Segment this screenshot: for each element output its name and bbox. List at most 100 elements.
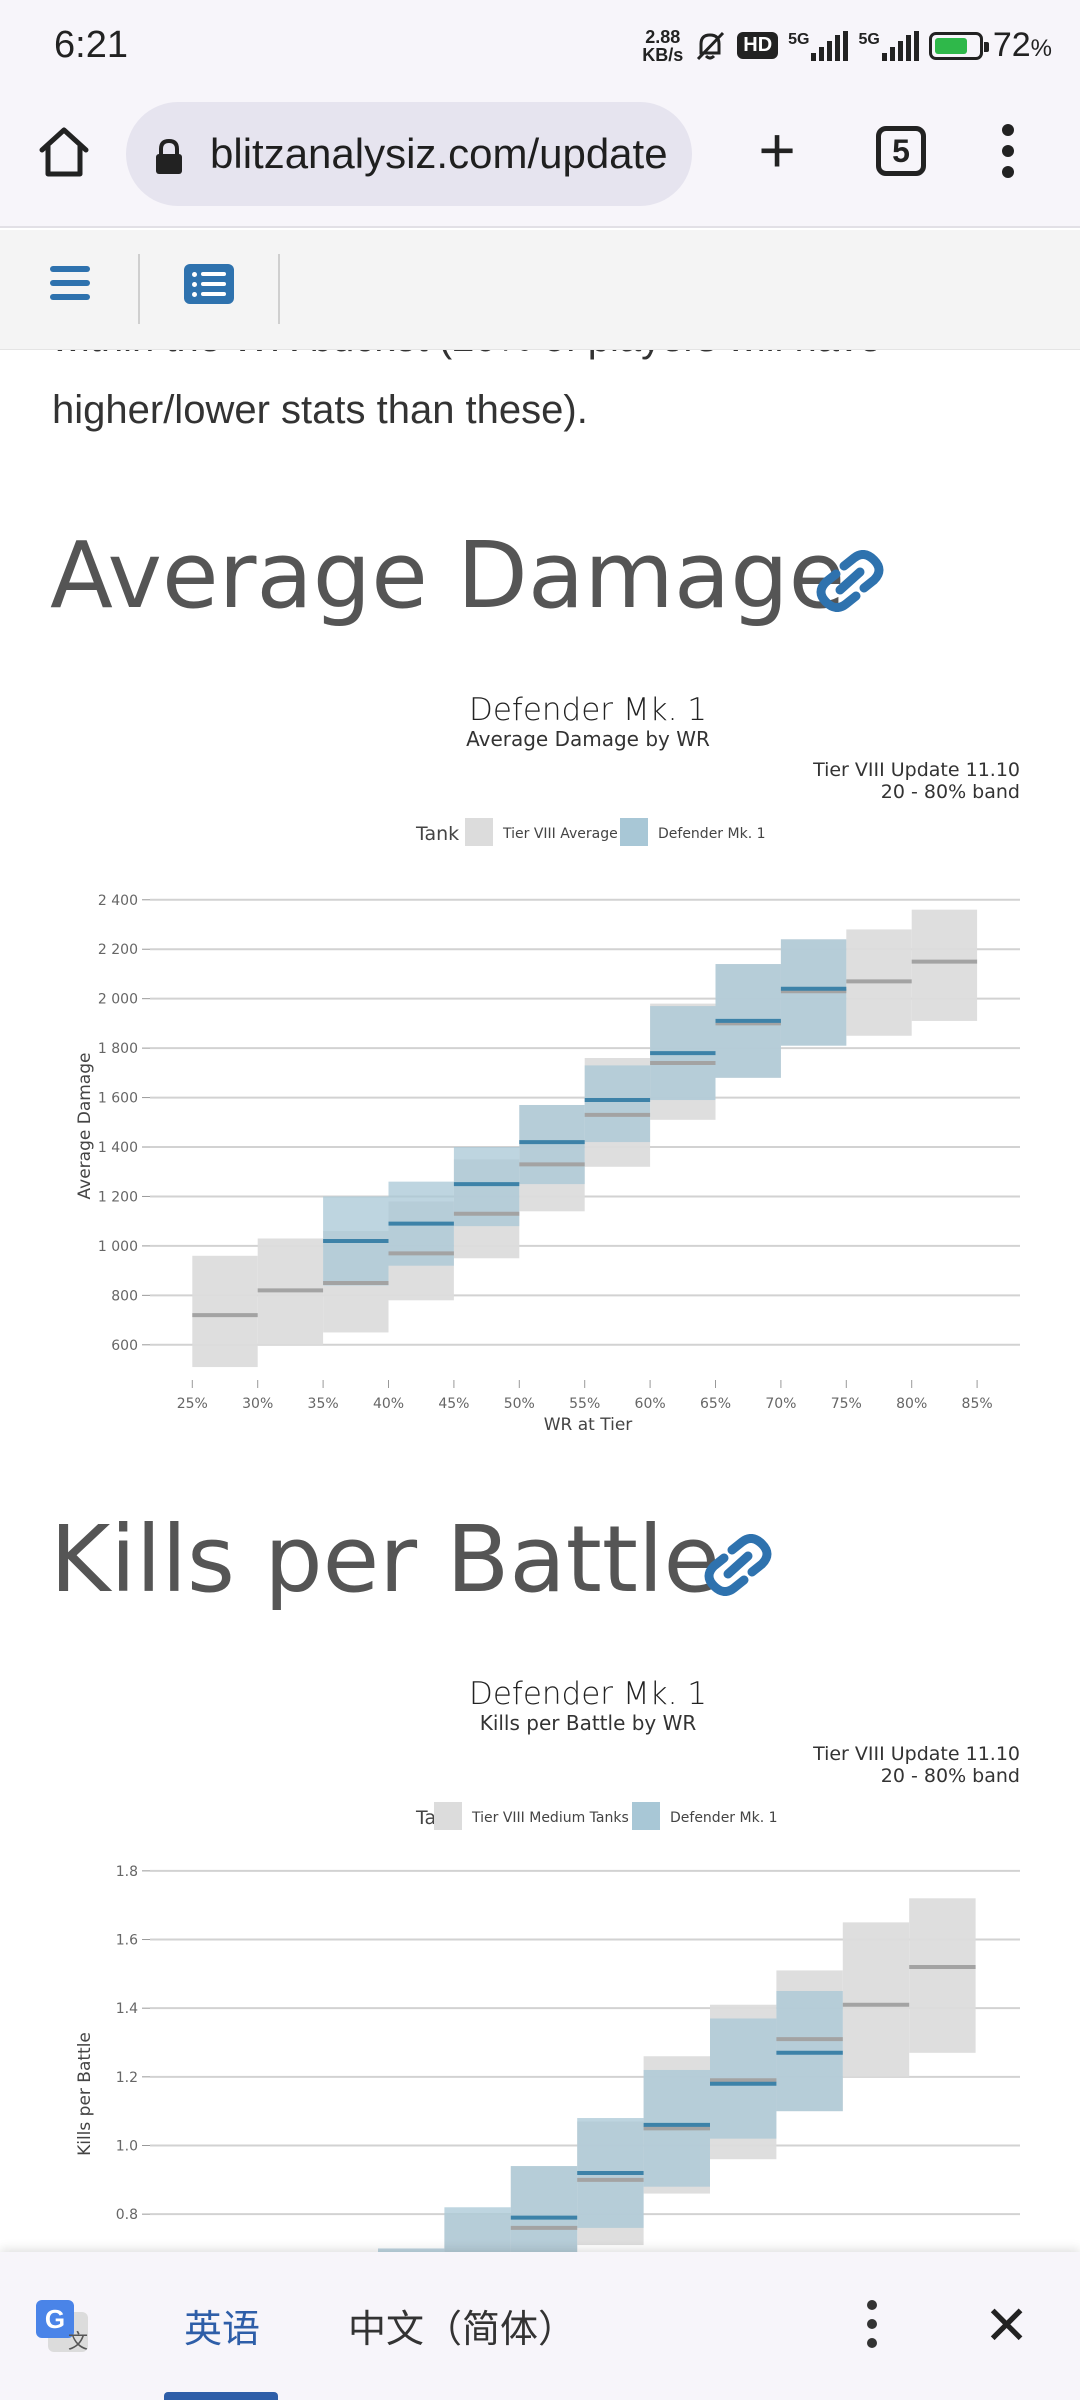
translate-menu-button[interactable] [860,2298,884,2358]
chart-note: 20 - 80% band [881,1765,1020,1787]
tank-band-bar [519,1104,585,1185]
y-tick-label: 0.8 [116,2207,138,2223]
network-speed-value: 2.88 [645,26,681,47]
translate-bar: G 文 英语 中文（简体） ✕ [0,2252,1080,2400]
x-tick-label: 55% [569,1396,600,1412]
signal-sim2-icon: 5G [858,30,919,61]
url-text[interactable]: blitzanalysiz.com/update [210,130,668,177]
x-tick-label: 40% [373,1396,404,1412]
x-tick-label: 35% [308,1396,339,1412]
battery-percent: 72% [992,26,1052,64]
network-speed: 2.88 KB/s [642,28,683,64]
chart-subtitle: Kills per Battle by WR [480,1711,697,1735]
selected-tab-indicator [164,2392,278,2400]
y-tick-label: 1.6 [116,1933,138,1949]
y-tick-label: 1.2 [116,2070,138,2086]
chart-note: Tier VIII Update 11.10 [812,1743,1020,1765]
y-tick-label: 1.8 [116,1864,138,1880]
home-icon[interactable] [34,122,94,182]
legend-label: Tier VIII Medium Tanks [471,1810,629,1826]
y-tick-label: 1 000 [98,1239,138,1255]
new-tab-button[interactable]: + [758,114,796,186]
legend-swatch-tier [465,818,493,846]
x-tick-label: 65% [700,1396,731,1412]
chart-subtitle: Average Damage by WR [466,727,710,751]
browser-toolbar: blitzanalysiz.com/update + 5 [0,92,1080,228]
y-tick-label: 2 200 [98,942,138,958]
close-icon[interactable]: ✕ [984,2296,1030,2356]
x-tick-label: 80% [896,1396,927,1412]
legend-label: Defender Mk. 1 [670,1810,778,1826]
x-tick-label: 85% [962,1396,993,1412]
status-bar: 6:21 2.88 KB/s HD 5G 5G 72% [0,0,1080,92]
chart-average-damage: Defender Mk. 1 Average Damage by WR Tier V… [0,680,1080,1440]
target-language-tab[interactable]: 中文（简体） [348,2309,577,2351]
legend-label: Defender Mk. 1 [658,826,766,842]
browser-menu-button[interactable] [994,120,1022,186]
lock-icon[interactable] [152,138,186,176]
tier-band-bar [909,1898,976,2053]
svg-text:文: 文 [68,2329,88,2353]
x-tick-label: 30% [242,1396,273,1412]
chart-note: 20 - 80% band [881,781,1020,803]
signal-sim1-icon: 5G [788,30,849,61]
x-axis-label: WR at Tier [544,1415,633,1435]
legend-title: Tank [415,823,459,845]
battery-icon [928,31,989,60]
sim2-network-label: 5G [858,30,880,48]
y-axis-label: Kills per Battle [75,2032,95,2156]
legend-label: Tier VIII Average [502,826,618,842]
address-bar[interactable]: blitzanalysiz.com/update [126,102,692,206]
tier-band-bar [842,1922,910,2077]
paragraph-text: higher/lower stats than these). [52,388,588,432]
list-icon[interactable] [184,264,234,304]
x-tick-label: 70% [765,1396,796,1412]
y-axis-label: Average Damage [75,1053,95,1200]
x-tick-label: 50% [504,1396,535,1412]
svg-text:G: G [45,2304,65,2334]
y-tick-label: 1 800 [98,1041,138,1057]
nav-divider [138,254,140,324]
section-title-kills-per-battle: Kills per Battle [50,1506,721,1613]
mute-bell-icon [697,31,725,60]
status-time: 6:21 [54,24,128,66]
tier-band-bar [192,1255,258,1368]
y-tick-label: 800 [111,1288,138,1304]
network-speed-unit: KB/s [642,44,684,65]
y-tick-label: 1 600 [98,1091,138,1107]
hamburger-menu-icon[interactable] [50,266,90,306]
x-tick-label: 45% [438,1396,469,1412]
link-icon[interactable] [814,550,886,612]
y-tick-label: 2 000 [98,992,138,1008]
source-language-tab[interactable]: 英语 [184,2309,261,2351]
chart-note: Tier VIII Update 11.10 [812,759,1020,781]
tab-switcher-button[interactable]: 5 [876,126,926,176]
legend-swatch-tank [620,818,648,846]
google-translate-icon[interactable]: G 文 [34,2298,92,2356]
site-nav [0,230,1080,350]
y-tick-label: 2 400 [98,893,138,909]
x-tick-label: 25% [177,1396,208,1412]
chart-kills-per-battle: Defender Mk. 1 Kills per Battle by WR Tier… [0,1664,1080,2264]
sim1-network-label: 5G [788,30,810,48]
tank-band-bar [584,1065,651,1143]
chart-title: Defender Mk. 1 [469,1676,707,1712]
y-tick-label: 600 [111,1338,138,1354]
y-tick-label: 1 400 [98,1140,138,1156]
x-tick-label: 60% [635,1396,666,1412]
tier-band-bar [911,909,978,1021]
tank-band-bar [510,2166,578,2264]
legend-swatch-tank [632,1802,660,1830]
y-tick-label: 1 200 [98,1189,138,1205]
nav-divider [278,254,280,324]
legend-swatch-tier [434,1802,462,1830]
link-icon[interactable] [702,1534,774,1596]
y-tick-label: 1.0 [116,2138,138,2154]
y-tick-label: 1.4 [116,2001,138,2017]
x-tick-label: 75% [831,1396,862,1412]
section-title-average-damage: Average Damage [50,522,846,629]
status-indicators: 2.88 KB/s HD 5G 5G 72% [642,26,1052,65]
chart-title: Defender Mk. 1 [469,692,707,728]
